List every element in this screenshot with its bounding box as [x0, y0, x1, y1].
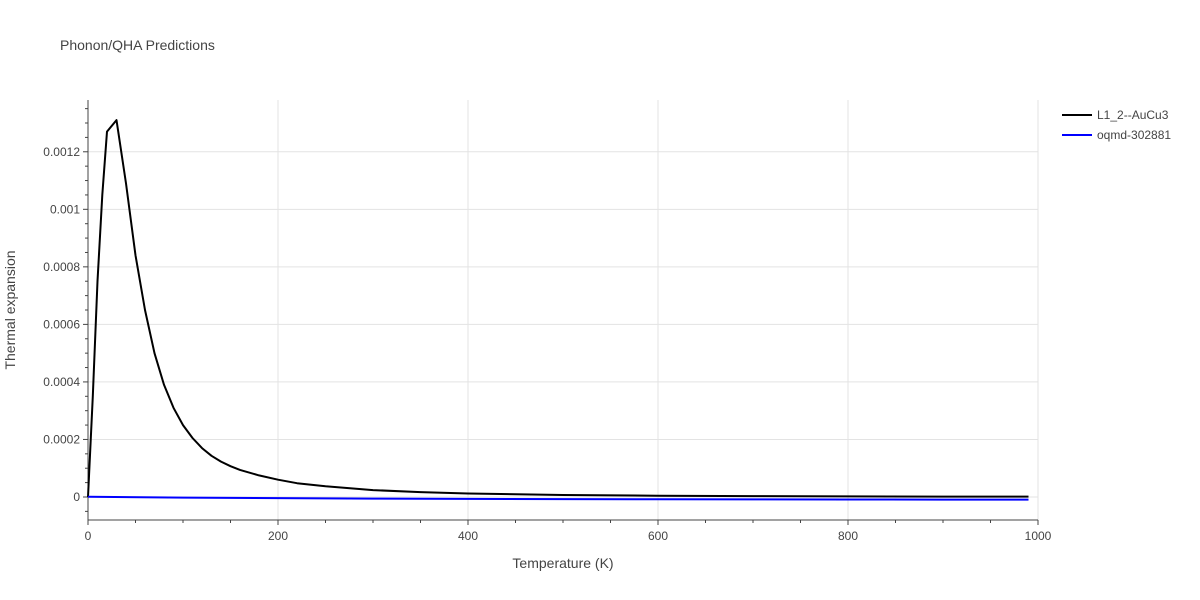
y-axis-ticks: 0 0.0002 0.0004 0.0006 0.0008 0.001 0.0012	[43, 145, 80, 504]
x-tick-label: 200	[268, 529, 288, 543]
x-tick-label: 1000	[1025, 529, 1052, 543]
y-tick-label: 0.0012	[43, 145, 80, 159]
y-tick-label: 0.0006	[43, 317, 80, 331]
chart-title: Phonon/QHA Predictions	[60, 37, 215, 53]
series-line-l1-2-aucu3	[87, 119, 1029, 498]
y-tick-label: 0.0008	[43, 260, 80, 274]
x-tick-label: 0	[85, 529, 92, 543]
x-axis-title: Temperature (K)	[512, 555, 613, 571]
x-tick-label: 600	[648, 529, 668, 543]
axes	[83, 100, 1039, 525]
legend-label: L1_2--AuCu3	[1097, 108, 1169, 122]
grid	[88, 100, 1039, 520]
x-tick-label: 800	[838, 529, 858, 543]
y-tick-label: 0	[73, 490, 80, 504]
y-tick-label: 0.001	[50, 202, 80, 216]
legend-label: oqmd-302881	[1097, 128, 1171, 142]
legend[interactable]: L1_2--AuCu3 oqmd-302881	[1062, 108, 1171, 142]
y-axis-title: Thermal expansion	[2, 250, 18, 369]
x-axis-ticks: 0 200 400 600 800 1000	[85, 529, 1052, 543]
legend-item[interactable]: oqmd-302881	[1062, 128, 1171, 142]
series-layer	[87, 119, 1029, 501]
x-tick-label: 400	[458, 529, 478, 543]
series-line-oqmd-302881	[87, 495, 1029, 501]
legend-item[interactable]: L1_2--AuCu3	[1062, 108, 1169, 122]
y-tick-label: 0.0002	[43, 432, 80, 446]
y-tick-label: 0.0004	[43, 375, 80, 389]
